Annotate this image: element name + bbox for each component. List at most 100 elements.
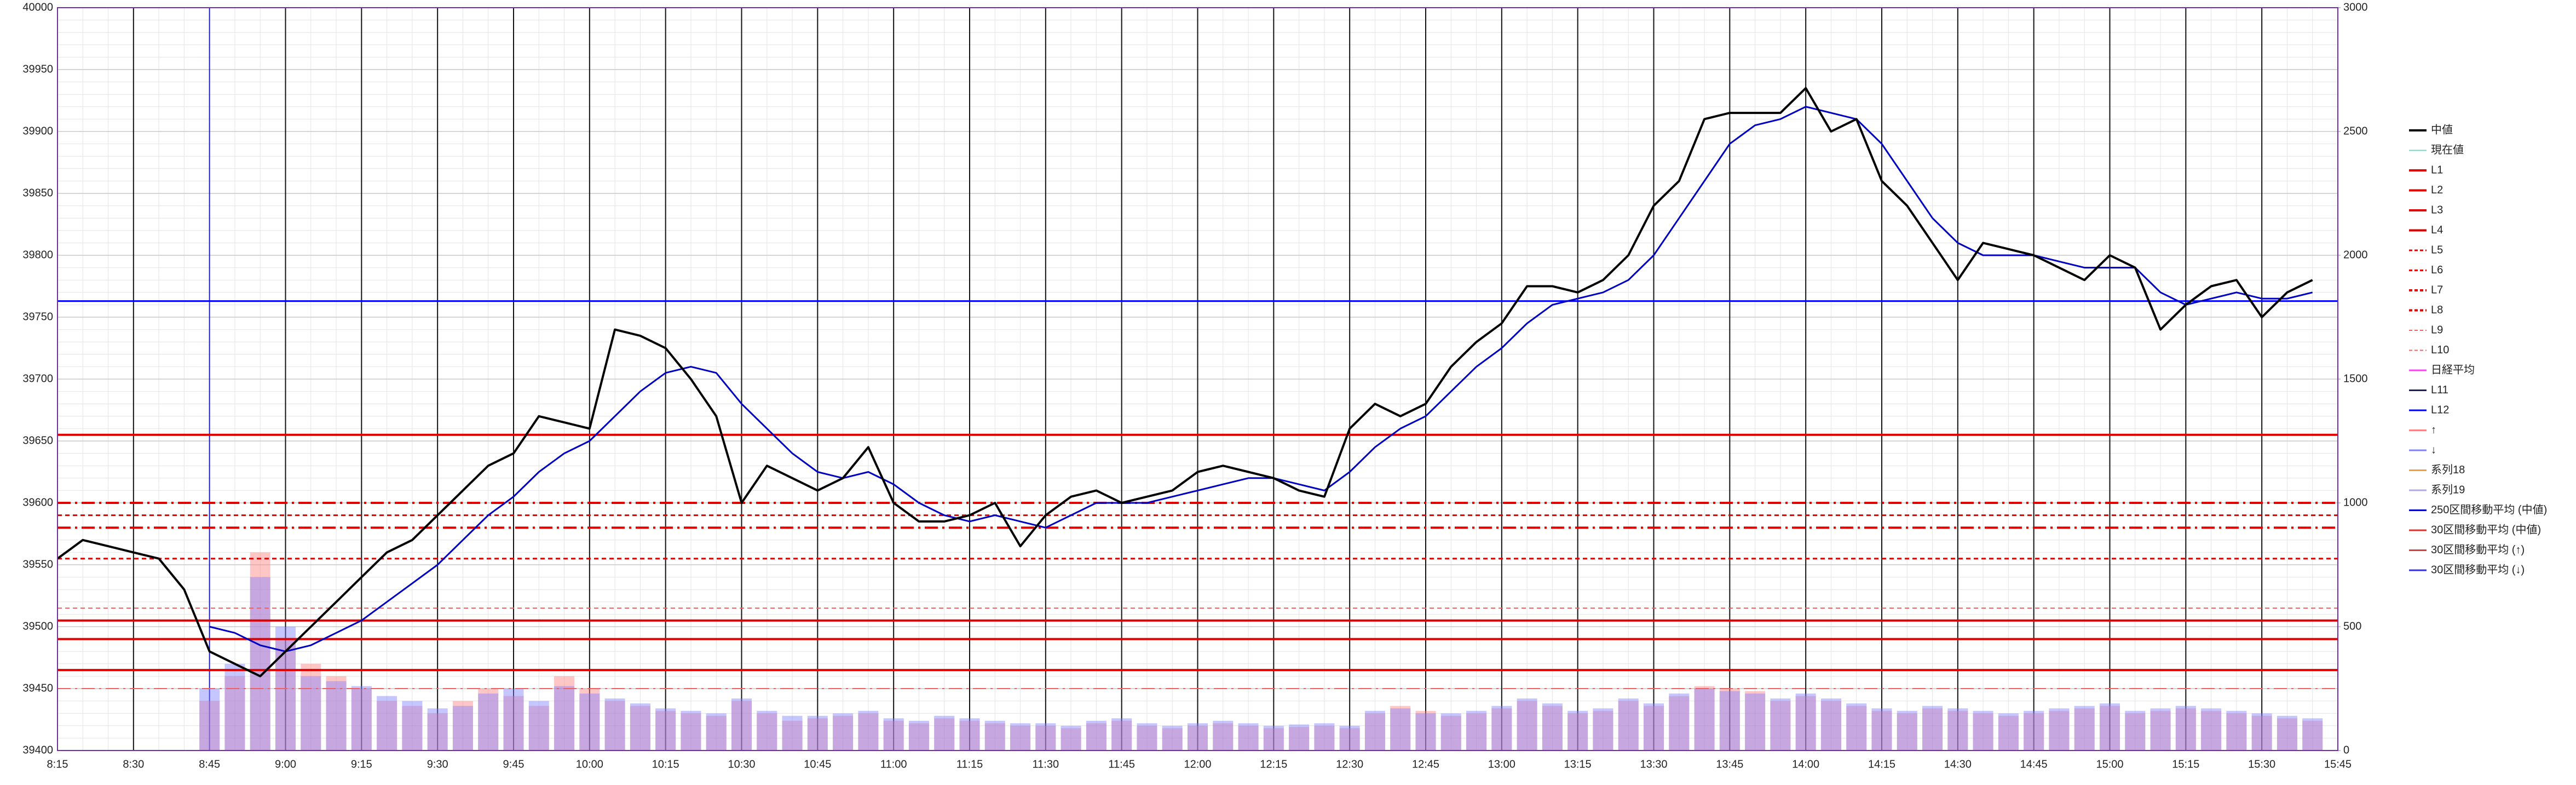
volume-bar	[833, 715, 854, 750]
volume-bar	[1947, 710, 1968, 750]
legend-label: L12	[2431, 404, 2449, 416]
volume-bar	[1010, 723, 1031, 750]
legend-label: 30区間移動平均 (↑)	[2431, 543, 2525, 556]
volume-bar	[528, 701, 549, 750]
legend-label: 30区間移動平均 (↓)	[2431, 563, 2525, 576]
y2-tick-label: 2000	[2343, 249, 2368, 261]
volume-bar	[1238, 725, 1259, 750]
volume-bar	[199, 689, 220, 750]
volume-bar	[1187, 725, 1208, 750]
volume-bar	[1973, 710, 1993, 750]
volume-bar	[579, 694, 600, 750]
x-tick-label: 10:00	[576, 758, 603, 770]
volume-bar	[2074, 706, 2095, 750]
volume-bar	[2302, 720, 2323, 750]
y-tick-label: 39800	[22, 249, 53, 261]
legend-label: L4	[2431, 224, 2443, 236]
volume-bar	[1694, 689, 1715, 750]
volume-bar	[1568, 713, 1588, 750]
x-tick-label: 12:15	[1260, 758, 1287, 770]
volume-bar	[1643, 703, 1664, 750]
y2-tick-label: 1000	[2343, 496, 2368, 508]
series-line	[209, 106, 2313, 652]
volume-bar	[1466, 713, 1487, 750]
volume-bar	[1745, 694, 1766, 750]
volume-bar	[908, 720, 929, 750]
x-tick-label: 9:30	[427, 758, 448, 770]
volume-bar	[883, 720, 904, 750]
volume-bar	[1820, 701, 1841, 750]
volume-bar	[2226, 713, 2247, 750]
volume-bar	[579, 689, 600, 750]
legend-label: 250区間移動平均 (中値)	[2431, 503, 2547, 516]
legend-label: L1	[2431, 164, 2443, 176]
volume-bar	[1998, 715, 2019, 750]
volume-bar	[2175, 708, 2196, 750]
volume-bar	[858, 710, 879, 750]
y-tick-label: 39700	[22, 373, 53, 385]
legend-label: L11	[2431, 384, 2448, 396]
x-tick-label: 11:15	[956, 758, 983, 770]
volume-bar	[1719, 689, 1740, 750]
volume-bar	[1922, 708, 1943, 750]
volume-bar	[1542, 706, 1563, 750]
y2-tick-label: 3000	[2343, 1, 2368, 13]
volume-bar	[706, 713, 727, 750]
volume-bar	[2024, 713, 2044, 750]
x-tick-label: 11:45	[1108, 758, 1135, 770]
volume-bar	[250, 552, 270, 750]
volume-bar	[402, 706, 423, 750]
volume-bar	[757, 710, 777, 750]
volume-bar	[377, 696, 397, 750]
volume-bar	[604, 698, 625, 750]
legend-label: 現在値	[2431, 144, 2464, 156]
volume-bar	[908, 723, 929, 750]
x-tick-label: 9:00	[275, 758, 296, 770]
y-tick-label: 39450	[22, 682, 53, 694]
volume-bar	[883, 718, 904, 750]
volume-bar	[1618, 701, 1639, 750]
volume-bar	[2074, 708, 2095, 750]
volume-bar	[1719, 691, 1740, 750]
volume-bar	[2277, 715, 2297, 750]
volume-bar	[1871, 708, 1892, 750]
y2-tick-label: 500	[2343, 620, 2361, 632]
volume-bar	[2049, 708, 2070, 750]
volume-bar	[1111, 718, 1132, 750]
volume-bar	[452, 706, 473, 750]
volume-bar	[934, 715, 955, 750]
legend-label: L8	[2431, 304, 2443, 316]
volume-bar	[326, 681, 347, 750]
volume-bar	[427, 713, 448, 750]
volume-bar	[1364, 710, 1385, 750]
volume-bar	[1745, 691, 1766, 750]
volume-bar	[1669, 696, 1690, 750]
x-tick-label: 15:15	[2172, 758, 2199, 770]
volume-bar	[1263, 725, 1284, 750]
x-tick-label: 10:45	[804, 758, 831, 770]
x-tick-label: 14:45	[2020, 758, 2048, 770]
plot-frame	[57, 7, 2338, 751]
volume-bar	[1643, 706, 1664, 750]
volume-bar	[301, 676, 321, 750]
volume-bar	[655, 710, 676, 750]
volume-bar	[1187, 723, 1208, 750]
volume-bar	[2125, 713, 2146, 750]
volume-bar	[1086, 720, 1107, 750]
y-tick-label: 39500	[22, 620, 53, 632]
volume-bar	[478, 694, 499, 750]
volume-bar	[1947, 708, 1968, 750]
volume-bar	[224, 663, 245, 750]
volume-bar	[782, 720, 803, 750]
volume-bar	[1440, 715, 1461, 750]
y-tick-label: 39400	[22, 744, 53, 756]
y2-tick-label: 1500	[2343, 373, 2368, 385]
x-tick-label: 8:30	[123, 758, 144, 770]
y-tick-label: 39550	[22, 558, 53, 570]
volume-bar	[833, 713, 854, 750]
volume-bar	[681, 713, 701, 750]
volume-bar	[807, 715, 828, 750]
volume-bar	[1973, 713, 1993, 750]
volume-bar	[1162, 728, 1183, 750]
